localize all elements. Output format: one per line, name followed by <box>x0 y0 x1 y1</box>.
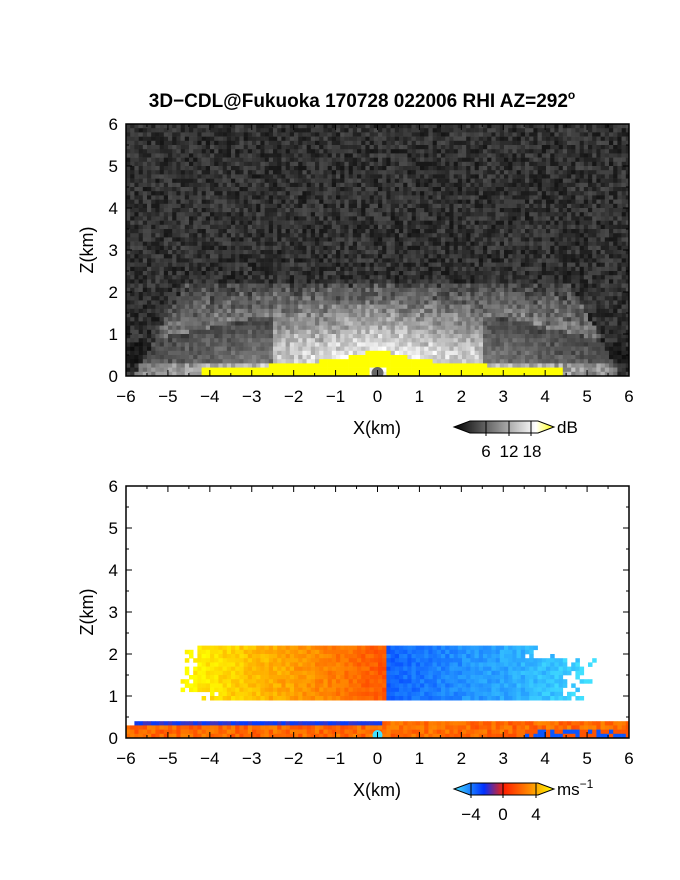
colorbar-tick: 6 <box>481 442 490 461</box>
y-tick-label: 0 <box>109 367 118 386</box>
x-tick-label: 6 <box>624 749 633 768</box>
colorbar-unit-bottom: ms−1 <box>557 777 594 799</box>
x-tick-label: −1 <box>326 387 345 406</box>
x-tick-label: 1 <box>415 387 424 406</box>
y-tick-label: 2 <box>109 645 118 664</box>
x-tick-label: 5 <box>582 749 591 768</box>
ticks-top: −6 −5 −4 −3 −2 −1 0 1 2 3 4 5 6 0 1 2 3 4 5 6 <box>109 115 634 406</box>
y-tick-label: 5 <box>109 157 118 176</box>
velocity-heatmap <box>126 645 629 738</box>
chart-bottom: −6 −5 −4 −3 −2 −1 0 1 2 3 4 5 6 0 1 2 3 4 5 6 X(km) Z(km) m… <box>77 477 634 824</box>
x-tick-label: 3 <box>499 749 508 768</box>
chart-title: 3D−CDL@Fukuoka 170728 022006 RHI AZ=292o <box>149 88 576 112</box>
colorbar-tick: −4 <box>461 805 480 824</box>
ticks-bottom: −6 −5 −4 −3 −2 −1 0 1 2 3 4 5 6 0 1 2 3 4 5 6 <box>109 477 634 768</box>
x-tick-label: 1 <box>415 749 424 768</box>
x-tick-label: −6 <box>116 387 135 406</box>
x-tick-label: −2 <box>284 387 303 406</box>
colorbar-tick: 12 <box>500 442 519 461</box>
x-tick-label: −6 <box>116 749 135 768</box>
backscatter-heatmap <box>126 124 629 376</box>
x-tick-label: −4 <box>200 387 219 406</box>
x-tick-label: −3 <box>242 749 261 768</box>
x-tick-label: 0 <box>373 387 382 406</box>
x-tick-label: −4 <box>200 749 219 768</box>
y-tick-label: 3 <box>109 241 118 260</box>
x-tick-label: −2 <box>284 749 303 768</box>
y-axis-label-bottom: Z(km) <box>77 589 97 636</box>
x-tick-label: 4 <box>540 387 549 406</box>
y-tick-label: 4 <box>109 199 118 218</box>
colorbar-unit-top: dB <box>557 418 578 437</box>
y-tick-label: 6 <box>109 115 118 134</box>
x-tick-label: −3 <box>242 387 261 406</box>
x-tick-label: 2 <box>457 749 466 768</box>
y-tick-label: 6 <box>109 477 118 496</box>
y-axis-label-top: Z(km) <box>77 227 97 274</box>
x-tick-label: 0 <box>373 749 382 768</box>
colorbar-tick: 18 <box>523 442 542 461</box>
y-tick-label: 2 <box>109 283 118 302</box>
y-tick-label: 1 <box>109 325 118 344</box>
x-axis-label-bottom: X(km) <box>353 780 401 800</box>
y-tick-label: 1 <box>109 687 118 706</box>
x-tick-label: 3 <box>499 387 508 406</box>
x-tick-label: 5 <box>582 387 591 406</box>
x-tick-label: −5 <box>158 749 177 768</box>
y-tick-label: 4 <box>109 561 118 580</box>
y-tick-label: 0 <box>109 729 118 748</box>
chart-top: 3D−CDL@Fukuoka 170728 022006 RHI AZ=292o… <box>77 88 634 461</box>
x-tick-label: 2 <box>457 387 466 406</box>
y-tick-label: 3 <box>109 603 118 622</box>
colorbar-bottom: ms−1 −4 0 4 <box>452 777 594 824</box>
x-tick-label: −5 <box>158 387 177 406</box>
colorbar-tick: 0 <box>498 805 507 824</box>
y-tick-label: 5 <box>109 519 118 538</box>
x-tick-label: −1 <box>326 749 345 768</box>
colorbar-tick: 4 <box>531 805 540 824</box>
x-tick-label: 6 <box>624 387 633 406</box>
colorbar-top: dB 6 12 18 <box>452 418 578 461</box>
x-axis-label-top: X(km) <box>353 418 401 438</box>
x-tick-label: 4 <box>540 749 549 768</box>
